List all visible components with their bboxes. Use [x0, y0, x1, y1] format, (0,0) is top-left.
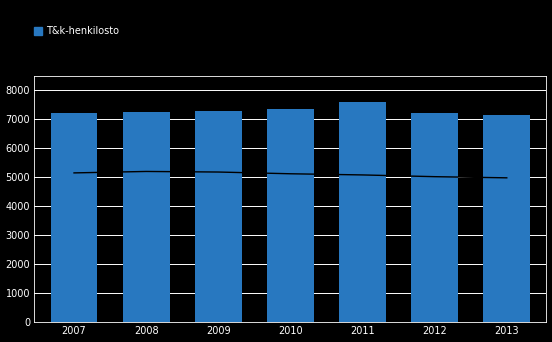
Legend: T&k-henkilosto: T&k-henkilosto: [34, 26, 119, 36]
Bar: [484, 115, 530, 322]
Bar: [339, 102, 386, 322]
Bar: [267, 109, 314, 322]
Bar: [51, 114, 98, 322]
Bar: [195, 110, 242, 322]
Bar: [411, 114, 458, 322]
Bar: [123, 112, 169, 322]
